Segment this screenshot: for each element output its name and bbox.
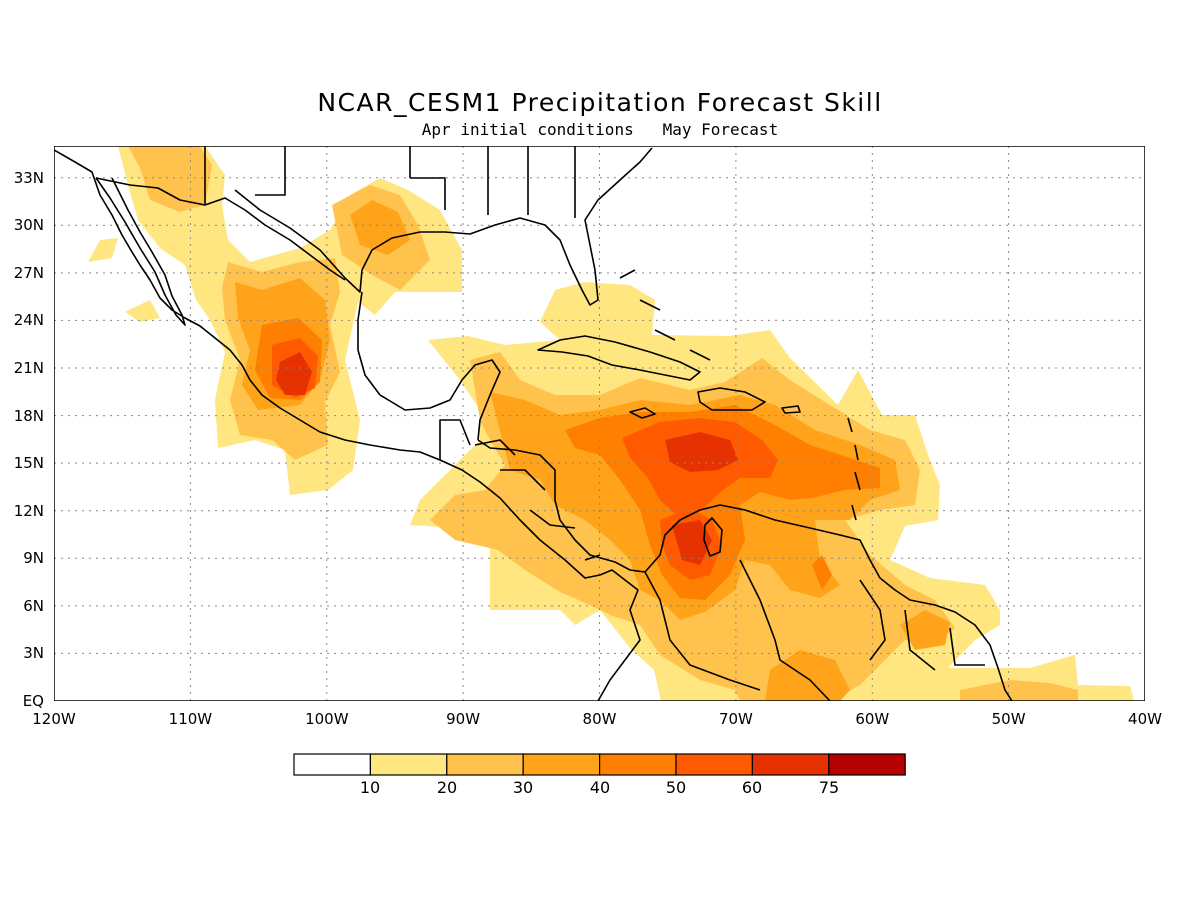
bahamas xyxy=(619,269,711,361)
lat-tick-label: 3N xyxy=(23,644,44,662)
lon-tick-label: 70W xyxy=(719,710,753,728)
lake-maracaibo xyxy=(703,517,723,557)
lon-tick-label: 100W xyxy=(305,710,349,728)
skill-shading-60-75 xyxy=(276,352,738,565)
colorbar-swatch xyxy=(369,753,448,776)
colorbar-swatches xyxy=(293,753,906,776)
colorbar-swatch xyxy=(293,753,372,776)
south-america-north-coast xyxy=(644,504,1013,701)
lon-tick-label: 40W xyxy=(1128,710,1162,728)
lat-tick-label: 21N xyxy=(14,359,44,377)
lat-tick-label: 30N xyxy=(14,216,44,234)
central-america-borders xyxy=(439,419,601,561)
lon-tick-label: 50W xyxy=(992,710,1026,728)
graticule xyxy=(54,146,1145,701)
mexico-gulf-coast xyxy=(357,291,501,441)
south-america-borders xyxy=(644,559,985,701)
jamaica xyxy=(629,407,656,419)
colorbar-label: 40 xyxy=(590,778,610,797)
colorbar-swatch xyxy=(446,753,524,776)
lat-tick-label: 18N xyxy=(14,407,44,425)
state-borders xyxy=(204,146,576,218)
pacific-coast-mexico xyxy=(54,149,641,701)
figure-title: NCAR_CESM1 Precipitation Forecast Skill xyxy=(317,88,882,117)
hispaniola xyxy=(697,387,766,411)
colorbar-label: 30 xyxy=(513,778,533,797)
colorbar-label: 75 xyxy=(819,778,839,797)
lat-tick-label: 15N xyxy=(14,454,44,472)
colorbar: 10 20 30 40 50 60 75 xyxy=(293,753,906,797)
lat-tick-label: EQ xyxy=(23,692,44,710)
baja-california xyxy=(95,177,186,326)
lat-tick-label: 24N xyxy=(14,311,44,329)
lesser-antilles xyxy=(847,417,861,521)
colorbar-label: 20 xyxy=(437,778,457,797)
colorbar-swatch xyxy=(828,753,906,776)
lon-tick-label: 120W xyxy=(32,710,76,728)
lon-tick-label: 80W xyxy=(583,710,617,728)
map-panel xyxy=(54,146,1145,701)
colorbar-swatch xyxy=(598,753,677,776)
lat-tick-label: 9N xyxy=(23,549,44,567)
us-mexico-border xyxy=(95,177,346,281)
lat-tick-label: 27N xyxy=(14,264,44,282)
colorbar-swatch xyxy=(675,753,754,776)
lat-tick-label: 12N xyxy=(14,502,44,520)
puerto-rico xyxy=(781,405,801,414)
cuba xyxy=(537,335,701,381)
gulf-coast xyxy=(234,147,653,306)
lat-tick-labels: EQ 3N 6N 9N 12N 15N 18N 21N 24N 27N 30N … xyxy=(14,169,44,710)
lat-tick-label: 33N xyxy=(14,169,44,187)
lon-tick-label: 110W xyxy=(169,710,213,728)
lat-tick-label: 6N xyxy=(23,597,44,615)
coastlines-and-borders xyxy=(54,146,1013,701)
colorbar-swatch xyxy=(751,753,830,776)
colorbar-label: 10 xyxy=(360,778,380,797)
colorbar-swatch xyxy=(522,753,601,776)
central-america-caribbean xyxy=(477,439,646,573)
lon-tick-labels: 120W 110W 100W 90W 80W 70W 60W 50W 40W xyxy=(32,710,1162,728)
lon-tick-label: 60W xyxy=(855,710,889,728)
colorbar-label: 50 xyxy=(666,778,686,797)
lon-tick-label: 90W xyxy=(446,710,480,728)
figure-subtitle: Apr initial conditions May Forecast xyxy=(422,120,778,139)
colorbar-label: 60 xyxy=(742,778,762,797)
